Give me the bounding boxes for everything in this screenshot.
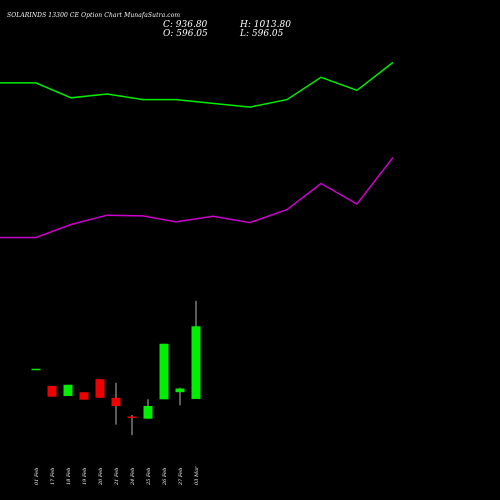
- x-tick-label: 01 Feb: [34, 468, 40, 485]
- candle-body: [159, 343, 169, 400]
- x-tick-label: 27 Feb: [178, 468, 184, 486]
- candle-body: [127, 416, 137, 418]
- candle-body: [79, 392, 89, 400]
- candle-body: [31, 368, 41, 371]
- high-readout: H: 1013.80: [240, 20, 291, 30]
- x-tick-label: 26 Feb: [162, 468, 168, 486]
- x-tick-label: 19 Feb: [82, 468, 88, 485]
- candle-body: [143, 406, 153, 419]
- candle-body: [95, 379, 105, 398]
- candles-group: [31, 300, 201, 436]
- x-tick-label: 20 Feb: [98, 468, 104, 486]
- candle-body: [47, 385, 57, 397]
- x-tick-label: 25 Feb: [146, 468, 152, 486]
- x-tick-label: 03 Mar: [194, 466, 200, 485]
- close-readout: C: 936.80: [163, 20, 208, 30]
- candle-body: [175, 388, 185, 393]
- candle-body: [191, 326, 201, 399]
- open-readout: O: 596.05: [163, 29, 208, 39]
- x-tick-label: 21 Feb: [114, 468, 120, 486]
- candle-body: [63, 384, 73, 396]
- upper-band-line: [0, 61, 394, 108]
- x-axis-labels: 01 Feb 17 Feb 18 Feb 19 Feb 20 Feb 21 Feb 24 F…: [34, 466, 200, 486]
- lower-band-line: [0, 156, 394, 239]
- low-readout: L: 596.05: [240, 29, 284, 39]
- x-tick-label: 17 Feb: [50, 468, 56, 485]
- x-tick-label: 18 Feb: [66, 468, 72, 485]
- x-tick-label: 24 Feb: [130, 468, 136, 486]
- chart-title: SOLARINDS 13300 CE Option Chart MunafaSu…: [7, 12, 181, 19]
- candle-body: [111, 397, 121, 407]
